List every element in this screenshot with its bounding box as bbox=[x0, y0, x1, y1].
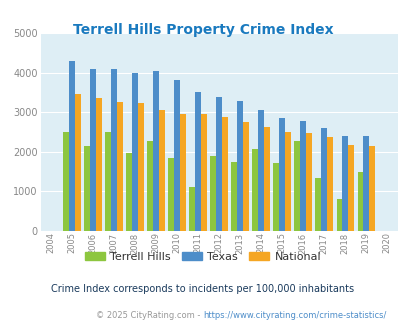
Text: https://www.cityrating.com/crime-statistics/: https://www.cityrating.com/crime-statist… bbox=[202, 312, 386, 320]
Bar bbox=[63, 132, 69, 231]
Bar bbox=[216, 97, 222, 231]
Bar bbox=[294, 141, 300, 231]
Bar bbox=[279, 118, 285, 231]
Bar bbox=[243, 122, 249, 231]
Bar bbox=[138, 104, 144, 231]
Bar bbox=[132, 73, 138, 231]
Bar bbox=[273, 163, 279, 231]
Bar bbox=[357, 172, 362, 231]
Bar bbox=[84, 146, 90, 231]
Bar bbox=[258, 110, 264, 231]
Bar bbox=[105, 132, 111, 231]
Bar bbox=[180, 114, 185, 231]
Bar bbox=[369, 146, 374, 231]
Text: Crime Index corresponds to incidents per 100,000 inhabitants: Crime Index corresponds to incidents per… bbox=[51, 284, 354, 294]
Bar bbox=[126, 152, 132, 231]
Bar bbox=[200, 114, 207, 231]
Bar bbox=[159, 110, 164, 231]
Bar bbox=[96, 98, 102, 231]
Bar bbox=[189, 187, 195, 231]
Text: Terrell Hills Property Crime Index: Terrell Hills Property Crime Index bbox=[72, 23, 333, 37]
Bar bbox=[90, 69, 96, 231]
Bar bbox=[315, 178, 321, 231]
Bar bbox=[336, 199, 341, 231]
Bar bbox=[237, 101, 243, 231]
Bar bbox=[231, 162, 237, 231]
Bar bbox=[111, 69, 117, 231]
Bar bbox=[305, 133, 311, 231]
Bar bbox=[147, 141, 153, 231]
Bar bbox=[285, 132, 290, 231]
Bar bbox=[326, 137, 333, 231]
Bar bbox=[75, 94, 81, 231]
Bar bbox=[321, 128, 326, 231]
Bar bbox=[222, 116, 228, 231]
Bar bbox=[347, 145, 353, 231]
Bar bbox=[69, 61, 75, 231]
Bar bbox=[300, 120, 305, 231]
Legend: Terrell Hills, Texas, National: Terrell Hills, Texas, National bbox=[80, 248, 325, 267]
Bar bbox=[168, 158, 174, 231]
Bar bbox=[341, 136, 347, 231]
Bar bbox=[174, 80, 180, 231]
Bar bbox=[264, 127, 269, 231]
Bar bbox=[362, 136, 369, 231]
Bar bbox=[153, 71, 159, 231]
Bar bbox=[195, 92, 200, 231]
Text: © 2025 CityRating.com -: © 2025 CityRating.com - bbox=[96, 312, 202, 320]
Bar bbox=[117, 102, 123, 231]
Bar bbox=[210, 156, 216, 231]
Bar bbox=[252, 148, 258, 231]
